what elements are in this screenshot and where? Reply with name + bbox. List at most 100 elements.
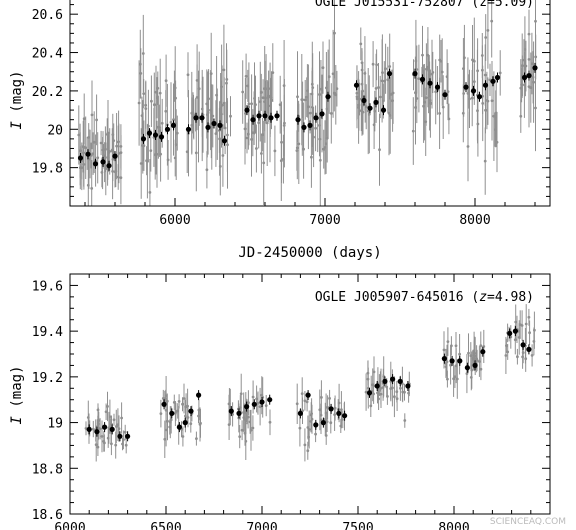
- y-tick-label: 20.4: [32, 47, 63, 62]
- raw-point: [257, 121, 261, 125]
- raw-point: [524, 322, 528, 326]
- raw-point: [168, 425, 172, 429]
- y-tick-label: 20.6: [32, 8, 63, 23]
- binned-point: [374, 383, 380, 389]
- raw-point: [358, 97, 361, 101]
- panel-bottom-light-curve: 6000 6500 7000 7500 8000 18.6 18.8 19 19.2 19.4 19…: [9, 273, 551, 530]
- raw-point: [403, 419, 407, 422]
- raw-point: [395, 390, 399, 394]
- raw-point: [102, 440, 106, 443]
- raw-point: [506, 350, 510, 354]
- raw-point: [380, 79, 384, 83]
- binned-point: [268, 115, 274, 121]
- raw-point: [282, 157, 285, 161]
- raw-point: [389, 387, 393, 390]
- raw-point: [480, 54, 484, 57]
- raw-point: [247, 102, 251, 106]
- raw-point: [280, 140, 283, 144]
- binned-point: [301, 124, 307, 130]
- raw-point: [78, 166, 82, 170]
- raw-point: [155, 152, 159, 156]
- binned-point: [507, 330, 513, 336]
- raw-point: [314, 432, 317, 436]
- raw-point: [175, 131, 179, 135]
- raw-point: [530, 354, 534, 357]
- raw-point: [372, 370, 376, 374]
- raw-point: [92, 140, 96, 144]
- raw-point: [534, 19, 537, 23]
- binned-point: [244, 404, 250, 410]
- raw-point: [378, 95, 382, 99]
- raw-point: [108, 415, 112, 419]
- raw-point: [300, 392, 304, 395]
- raw-point: [527, 32, 531, 36]
- raw-point: [172, 401, 176, 404]
- binned-point: [320, 420, 326, 426]
- binned-point: [434, 84, 441, 90]
- raw-point: [205, 113, 209, 117]
- raw-point: [504, 354, 508, 357]
- raw-point: [94, 443, 98, 447]
- binned-point: [480, 349, 486, 355]
- raw-point: [141, 52, 145, 55]
- raw-point: [306, 89, 309, 93]
- raw-point: [113, 170, 117, 174]
- raw-point: [241, 90, 245, 94]
- raw-point: [98, 427, 102, 431]
- raw-point: [453, 375, 457, 379]
- raw-point: [303, 443, 307, 447]
- raw-point: [323, 417, 327, 421]
- raw-point: [138, 62, 142, 66]
- raw-point: [478, 360, 481, 363]
- raw-point: [442, 348, 446, 352]
- raw-point: [470, 96, 474, 100]
- raw-point: [258, 405, 262, 409]
- raw-point: [117, 427, 121, 431]
- binned-point: [380, 107, 387, 113]
- raw-point: [468, 97, 471, 101]
- raw-point: [318, 158, 322, 162]
- binned-point: [512, 328, 519, 334]
- y-tick-label: 20.2: [32, 85, 63, 100]
- raw-point: [249, 428, 253, 432]
- raw-point: [393, 395, 396, 399]
- raw-point: [314, 126, 317, 130]
- raw-point: [329, 421, 333, 425]
- raw-point: [532, 340, 536, 343]
- binned-point: [449, 358, 455, 364]
- raw-point: [359, 42, 363, 46]
- raw-point: [116, 175, 120, 179]
- raw-point: [340, 408, 343, 412]
- raw-point: [267, 94, 270, 98]
- raw-point: [142, 92, 146, 95]
- raw-point: [243, 127, 247, 131]
- raw-point: [205, 168, 209, 172]
- binned-point: [112, 153, 118, 159]
- raw-point: [328, 397, 331, 400]
- raw-point: [177, 400, 181, 403]
- binned-point: [244, 107, 250, 113]
- raw-point: [527, 58, 531, 61]
- binned-point: [405, 383, 411, 389]
- raw-point: [191, 111, 195, 115]
- raw-point: [86, 183, 90, 187]
- raw-point: [164, 394, 168, 397]
- x-tick-label: 8000: [438, 521, 469, 530]
- binned-point: [170, 122, 177, 128]
- raw-point: [90, 113, 94, 117]
- raw-point: [523, 48, 527, 51]
- raw-point: [260, 393, 264, 397]
- binned-point: [427, 80, 433, 86]
- raw-point: [373, 109, 377, 113]
- raw-point: [484, 36, 488, 39]
- raw-point: [172, 118, 175, 121]
- raw-point: [156, 86, 160, 90]
- raw-point: [534, 106, 537, 110]
- raw-point: [472, 80, 476, 83]
- raw-point: [195, 437, 198, 440]
- raw-point: [173, 86, 177, 90]
- raw-point: [446, 340, 450, 343]
- raw-point: [320, 396, 323, 399]
- raw-point: [445, 360, 449, 364]
- raw-point: [106, 436, 110, 440]
